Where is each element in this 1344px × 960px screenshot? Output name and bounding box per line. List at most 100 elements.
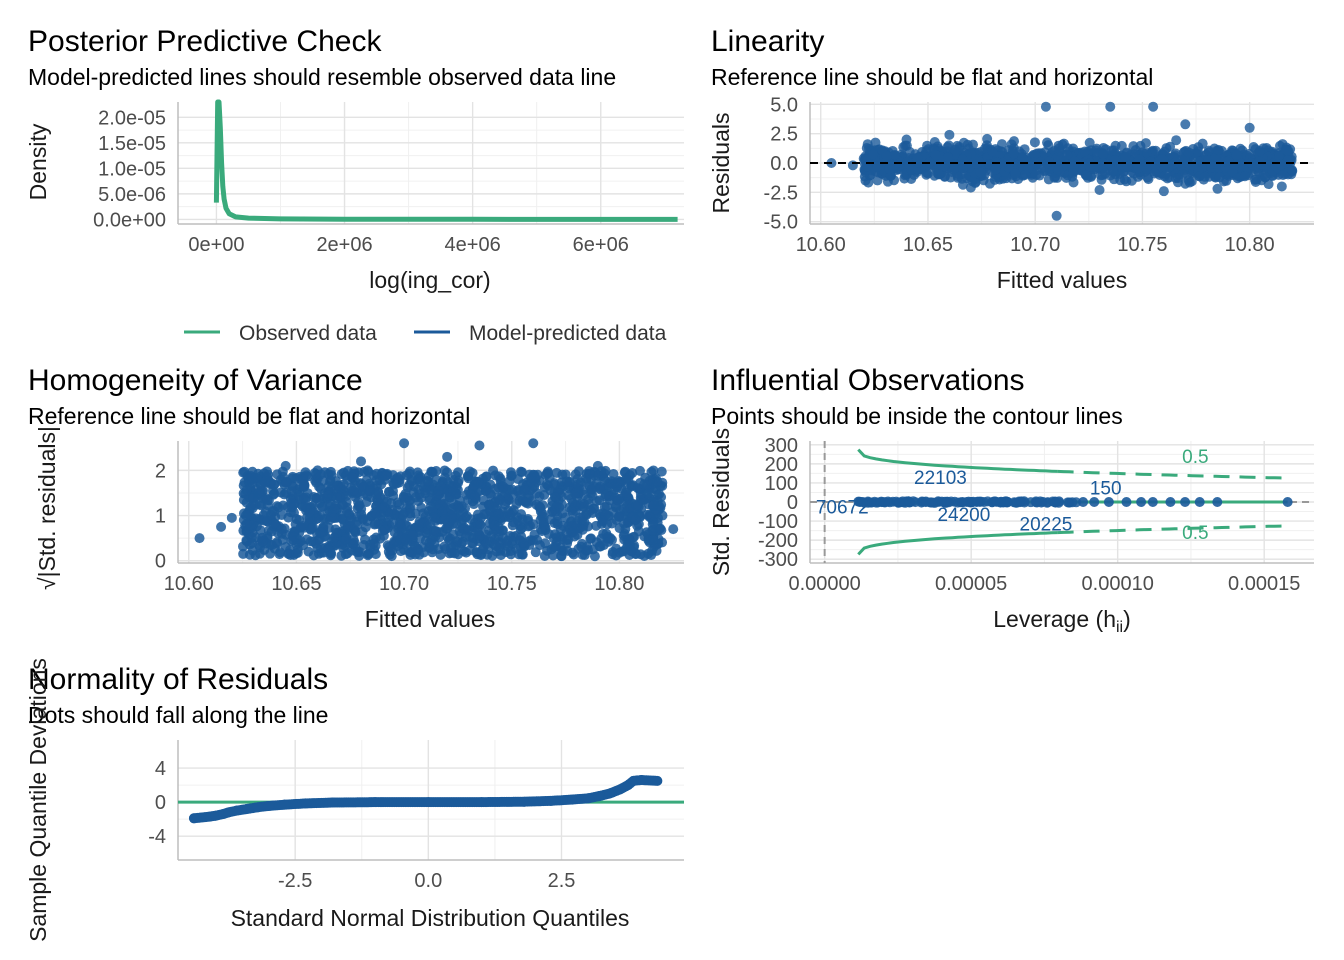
influence-contour-curve <box>1057 524 1287 535</box>
homogeneity-point <box>338 467 349 478</box>
linearity-point <box>872 161 883 172</box>
ppc-y-tick-label: 2.0e-05 <box>98 107 166 129</box>
linearity-point <box>1184 177 1195 188</box>
linearity-xlabel: Fitted values <box>997 267 1127 293</box>
inf-x-tick-label: 0.00010 <box>1082 573 1154 595</box>
linearity-point <box>987 146 998 157</box>
homogeneity-point <box>276 524 287 535</box>
homogeneity-point <box>317 502 328 513</box>
influence-point <box>1180 497 1191 507</box>
homogeneity-point <box>380 524 391 535</box>
linearity-point <box>1010 168 1021 179</box>
homogeneity-point <box>515 524 526 535</box>
linearity-point <box>1221 156 1232 167</box>
ppc-title: Posterior Predictive Check <box>28 25 382 58</box>
linearity-point <box>1035 156 1046 167</box>
influence-point <box>936 496 947 507</box>
linearity-point <box>975 167 986 178</box>
homogeneity-point <box>594 483 605 494</box>
homogeneity-point <box>370 549 381 560</box>
homogeneity-point <box>399 438 410 449</box>
homogeneity-point <box>577 524 588 535</box>
linearity-ylabel: Residuals <box>708 113 734 214</box>
linearity-marks <box>810 101 1314 221</box>
linearity-point <box>1067 168 1078 179</box>
normality-point <box>242 803 253 814</box>
homogeneity-point <box>262 494 273 505</box>
influence-marks: 22103 150 70672 24200 20225 0.5 0.5 <box>810 441 1314 563</box>
normality-point <box>567 794 578 805</box>
linearity-point <box>1148 101 1159 112</box>
homogeneity-point <box>380 470 391 481</box>
homogeneity-point <box>592 460 603 471</box>
normality-point <box>188 813 199 824</box>
homogeneity-point <box>404 480 415 491</box>
homogeneity-point <box>255 525 266 536</box>
homogeneity-point <box>415 476 426 487</box>
homogeneity-point <box>552 510 563 521</box>
hom-x-tick-label: 10.80 <box>594 573 644 595</box>
homogeneity-point <box>532 488 543 499</box>
hom-x-tick-label: 10.60 <box>164 573 214 595</box>
inf-y-tick-label: -300 <box>758 549 798 571</box>
homogeneity-point <box>401 470 412 481</box>
linearity-point <box>1141 164 1152 175</box>
inf-y-tick-label: 100 <box>765 473 798 495</box>
inf-x-tick-label: 0.00005 <box>935 573 1007 595</box>
linearity-point <box>1231 150 1242 161</box>
homogeneity-ylabel: √|Std. residuals| <box>34 426 60 590</box>
linearity-point <box>982 133 993 144</box>
influence-point <box>1103 497 1114 507</box>
normality-point <box>636 775 647 785</box>
homogeneity-point <box>484 518 495 529</box>
homogeneity-point <box>556 551 567 562</box>
homogeneity-point <box>300 501 311 512</box>
homogeneity-point <box>394 518 405 529</box>
homogeneity-xlabel: Fitted values <box>365 606 495 632</box>
influence-point <box>857 497 868 507</box>
homogeneity-point <box>624 539 635 550</box>
homogeneity-point <box>431 466 442 477</box>
linearity-point <box>1276 159 1287 170</box>
linearity-point <box>930 150 941 161</box>
homogeneity-point <box>326 512 337 523</box>
influence-contour-curve <box>1057 469 1287 480</box>
homogeneity-point <box>246 532 257 543</box>
linearity-point <box>1197 138 1208 149</box>
legend: Observed data Model-predicted data <box>184 322 667 345</box>
linearity-point <box>933 169 944 180</box>
homogeneity-point <box>549 492 560 503</box>
ppc-x-tick-label: 4e+06 <box>445 234 501 256</box>
homogeneity-point <box>534 502 545 513</box>
linearity-point <box>1053 165 1064 176</box>
homogeneity-point <box>226 512 237 523</box>
normality-ylabel: Sample Quantile Deviations <box>25 658 51 942</box>
homogeneity-point <box>613 476 624 487</box>
influence-xlabel-suffix: ) <box>1123 606 1131 632</box>
linearity-point <box>1120 151 1131 162</box>
homogeneity-point <box>635 488 646 499</box>
ppc-y-tick-label: 1.0e-05 <box>98 158 166 180</box>
homogeneity-point <box>611 550 622 561</box>
homogeneity-point <box>668 524 679 535</box>
inf-y-tick-label: -100 <box>758 511 798 533</box>
normality-panel: Normality of Residuals Dots should fall … <box>25 658 684 942</box>
homogeneity-point <box>502 541 513 552</box>
homogeneity-point <box>526 472 537 483</box>
lin-y-tick-label: 0.0 <box>770 153 798 175</box>
homogeneity-point <box>431 526 442 537</box>
homogeneity-point <box>399 492 410 503</box>
influence-point-label: 70672 <box>816 497 869 518</box>
homogeneity-point <box>420 485 431 496</box>
linearity-point <box>863 177 874 188</box>
influence-point <box>1042 497 1053 508</box>
linearity-point <box>998 157 1009 168</box>
influence-point <box>1016 496 1027 507</box>
homogeneity-point <box>340 549 351 560</box>
homogeneity-point <box>570 469 581 480</box>
linearity-title: Linearity <box>711 25 824 58</box>
homogeneity-point <box>532 534 543 545</box>
linearity-point <box>944 129 955 140</box>
linearity-point <box>1180 119 1191 130</box>
homogeneity-panel: Homogeneity of Variance Reference line s… <box>28 364 684 632</box>
